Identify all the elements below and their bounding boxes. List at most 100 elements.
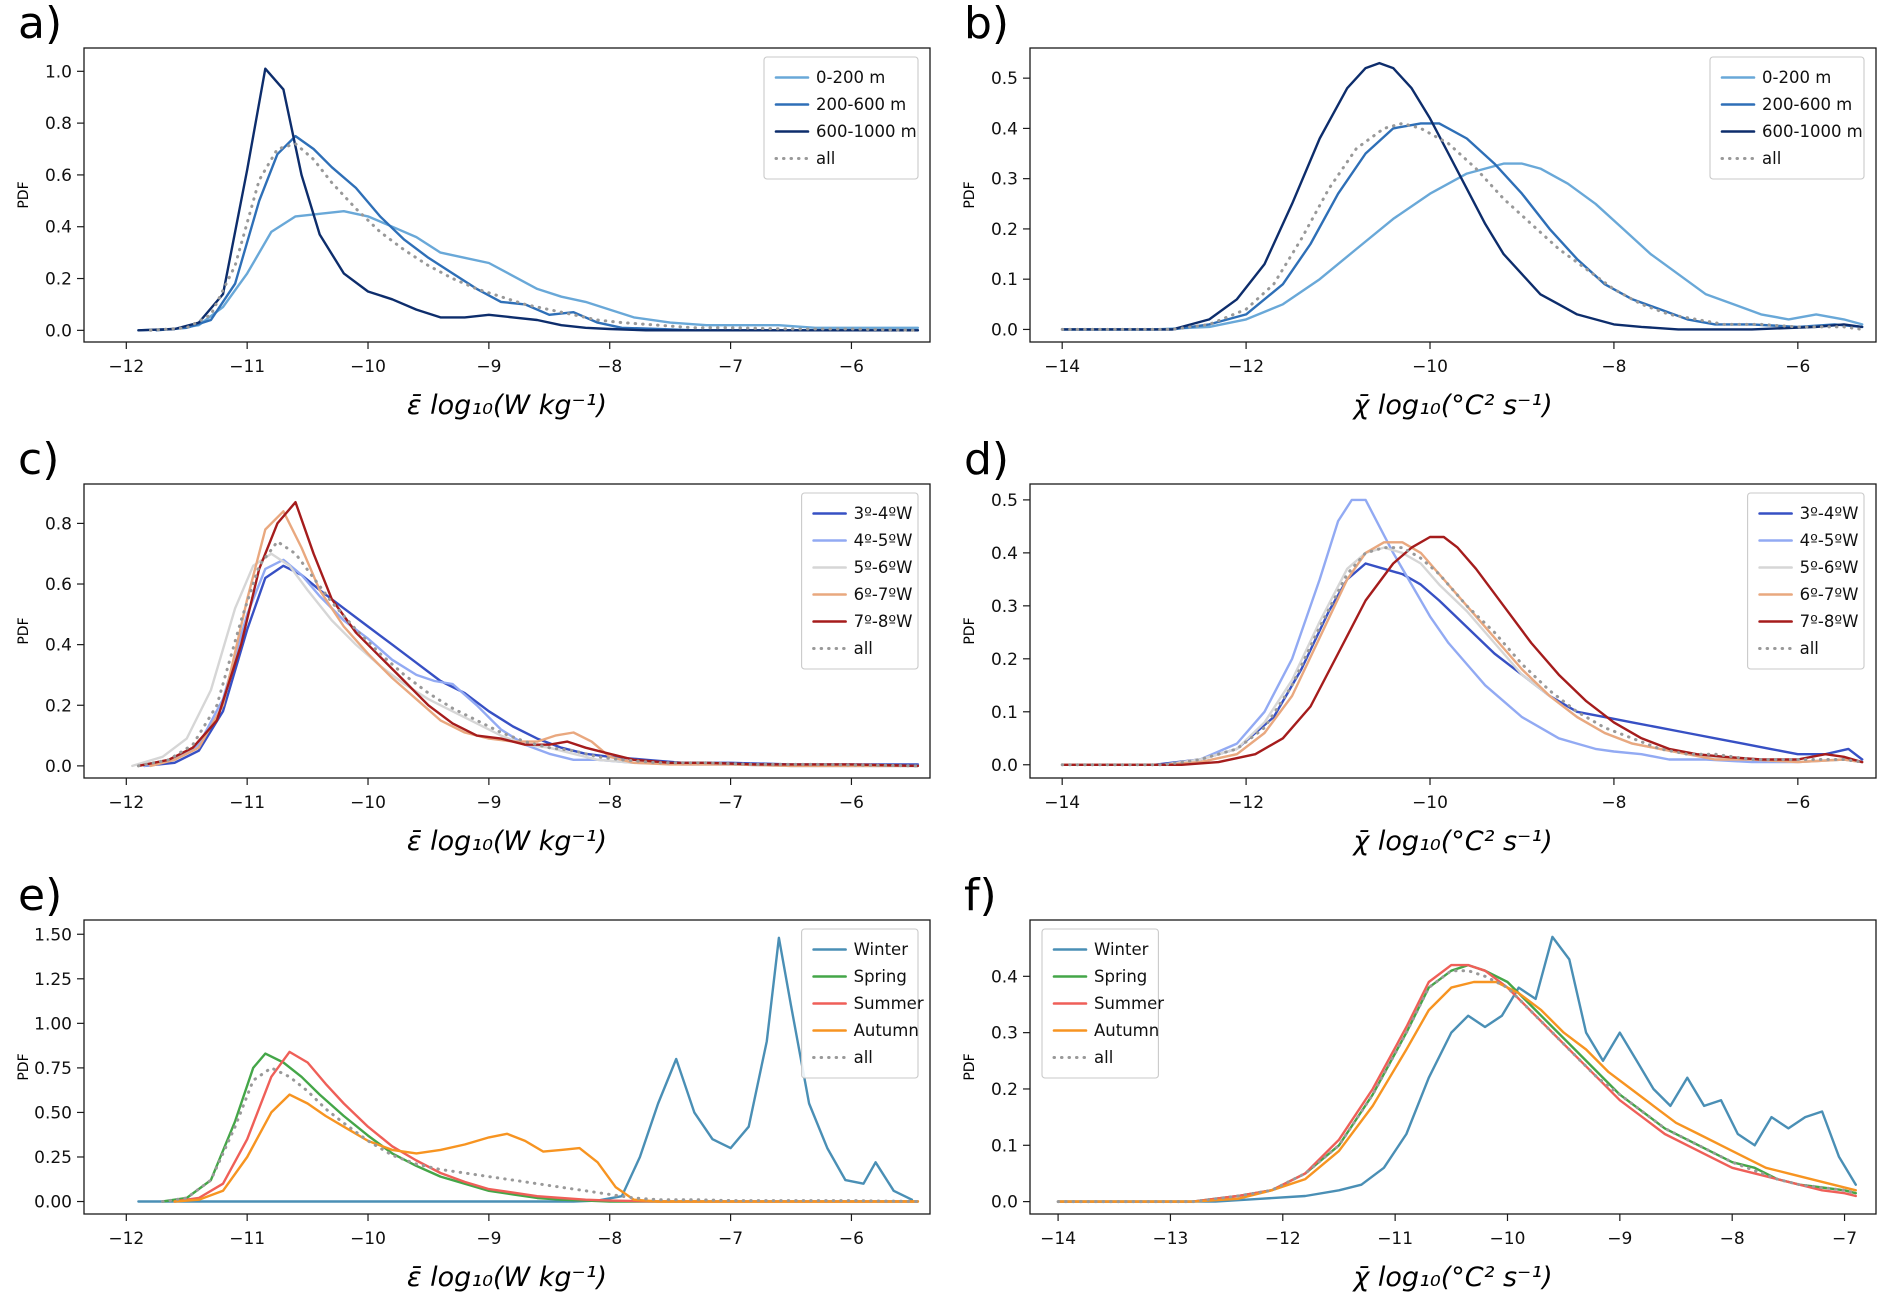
legend-label: 200-600 m: [816, 95, 906, 114]
legend-label: 600-1000 m: [816, 122, 917, 141]
series-line-600-1000-m: [1061, 61, 1864, 331]
x-tick-label: −11: [229, 793, 265, 813]
y-tick-label: 0.0: [45, 757, 72, 777]
y-tick-label: 0.0: [991, 320, 1018, 340]
series-line-autumn: [173, 1093, 920, 1203]
y-tick-label: 0.50: [34, 1103, 72, 1123]
legend-label: 7º-8ºW: [854, 612, 913, 631]
y-tick-label: 1.50: [34, 925, 72, 945]
axes-frame: [83, 919, 931, 1215]
y-tick-label: 0.00: [34, 1193, 72, 1213]
x-axis-label: χ̄ log₁₀(°C² s⁻¹): [1351, 826, 1552, 857]
y-axis-label: PDF: [962, 1053, 978, 1080]
y-tick-label: 0.8: [45, 114, 72, 134]
legend-label: Summer: [854, 994, 924, 1013]
x-tick-label: −10: [350, 357, 386, 377]
series-line-spring: [1056, 963, 1857, 1203]
x-tick-label: −12: [108, 357, 144, 377]
x-tick-label: −8: [1601, 793, 1626, 813]
panel-e-label: e): [18, 872, 63, 921]
legend-label: 200-600 m: [1762, 95, 1852, 114]
x-tick-label: −9: [476, 793, 501, 813]
series-line-4º-5ºw: [1061, 498, 1864, 766]
panel-f-label: f): [964, 872, 997, 921]
series-line-200-600-m: [1061, 122, 1864, 331]
panel-c-label: c): [18, 436, 60, 485]
x-axis-label: ε̄ log₁₀(W kg⁻¹): [407, 826, 607, 857]
x-tick-label: −12: [1265, 1229, 1301, 1249]
x-tick-label: −11: [229, 1229, 265, 1249]
axes-frame: [83, 483, 931, 779]
legend-label: 6º-7ºW: [854, 585, 913, 604]
y-tick-label: 0.2: [991, 1080, 1018, 1100]
y-tick-label: 0.5: [991, 69, 1018, 89]
x-tick-label: −12: [1228, 793, 1264, 813]
legend-label: all: [816, 149, 835, 168]
y-axis-label: PDF: [16, 181, 32, 208]
series-line-winter: [1056, 935, 1857, 1203]
y-tick-label: 0.8: [45, 514, 72, 534]
y-tick-label: 0.0: [991, 1193, 1018, 1213]
legend-label: 4º-5ºW: [854, 531, 913, 550]
legend-label: Spring: [854, 967, 907, 986]
y-tick-label: 0.2: [991, 220, 1018, 240]
panel-f: f) −14 −13 −12 −11 −10 −9 −8 −7 0.0 0.1 0.2 0.3 0.4 χ…: [946, 872, 1892, 1309]
y-tick-label: 0.25: [34, 1148, 72, 1168]
y-tick-label: 0.0: [991, 756, 1018, 776]
y-axis-label: PDF: [16, 1053, 32, 1080]
legend-label: all: [1094, 1048, 1113, 1067]
panel-b: b) −14 −12 −10 −8 −6 0.0 0.1 0.2 0.3 0.4 0.5 χ̄ log…: [946, 0, 1892, 436]
legend-label: Summer: [1094, 994, 1164, 1013]
series-line-600-1000-m: [137, 67, 920, 332]
legend-box: [763, 56, 919, 180]
panel-e-plot: −12 −11 −10 −9 −8 −7 −6 0.00 0.25 0.50 0.75 1.00 1.2…: [16, 919, 931, 1293]
y-tick-label: 0.6: [45, 575, 72, 595]
x-tick-label: −6: [1785, 357, 1810, 377]
x-tick-label: −7: [718, 357, 743, 377]
legend-label: 0-200 m: [816, 68, 885, 87]
x-tick-label: −8: [1601, 357, 1626, 377]
x-tick-label: −12: [1228, 357, 1264, 377]
x-tick-label: −14: [1044, 357, 1080, 377]
panel-b-plot: −14 −12 −10 −8 −6 0.0 0.1 0.2 0.3 0.4 0.5 χ̄ log₁₀(…: [962, 47, 1877, 421]
x-tick-label: −12: [108, 793, 144, 813]
y-axis-label: PDF: [16, 617, 32, 644]
series-line-all: [161, 1066, 920, 1203]
y-tick-label: 0.4: [991, 967, 1018, 987]
legend-label: 3º-4ºW: [854, 504, 913, 523]
legend-label: 7º-8ºW: [1800, 612, 1859, 631]
x-axis-label: ε̄ log₁₀(W kg⁻¹): [407, 390, 607, 421]
x-tick-label: −8: [597, 1229, 622, 1249]
x-tick-label: −14: [1044, 793, 1080, 813]
legend-label: all: [1800, 639, 1819, 658]
panel-b-label: b): [964, 0, 1010, 49]
legend-label: Spring: [1094, 967, 1147, 986]
x-tick-label: −7: [1832, 1229, 1857, 1249]
series-line-all: [136, 540, 920, 768]
x-tick-label: −7: [718, 1229, 743, 1249]
x-tick-label: −11: [1377, 1229, 1413, 1249]
legend-label: all: [854, 639, 873, 658]
legend-box: [1747, 492, 1865, 670]
panel-d: d) −14 −12 −10 −8 −6 0.0 0.1 0.2 0.3 0.4 0.5 χ̄ log…: [946, 436, 1892, 872]
x-tick-label: −6: [839, 357, 864, 377]
x-tick-label: −8: [597, 357, 622, 377]
series-line-all: [149, 142, 920, 332]
legend-box: [1041, 928, 1159, 1079]
y-tick-label: 1.00: [34, 1014, 72, 1034]
y-axis-label: PDF: [962, 181, 978, 208]
legend-label: 600-1000 m: [1762, 122, 1863, 141]
y-tick-label: 0.2: [45, 696, 72, 716]
series-line-0-200-m: [1061, 162, 1864, 331]
panel-f-plot: −14 −13 −12 −11 −10 −9 −8 −7 0.0 0.1 0.2 0.3 0.4 χ̄ l…: [962, 919, 1877, 1293]
y-tick-label: 0.4: [991, 544, 1018, 564]
y-tick-label: 0.3: [991, 597, 1018, 617]
x-tick-label: −10: [1490, 1229, 1526, 1249]
y-tick-label: 0.3: [991, 170, 1018, 190]
panel-d-label: d): [964, 436, 1010, 485]
x-tick-label: −8: [597, 793, 622, 813]
x-tick-label: −12: [108, 1229, 144, 1249]
y-tick-label: 0.3: [991, 1024, 1018, 1044]
y-tick-label: 1.25: [34, 970, 72, 990]
